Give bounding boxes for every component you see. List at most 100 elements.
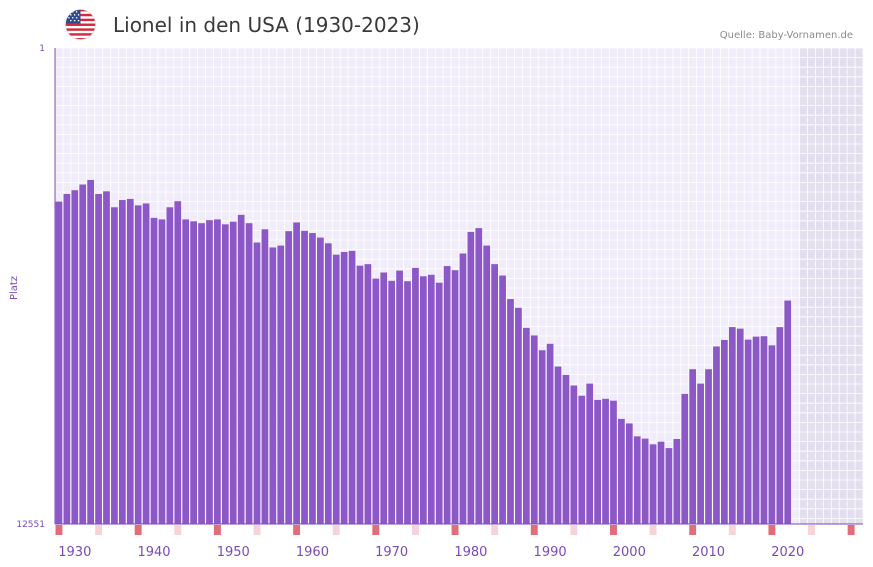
bar-1967 [364,264,372,524]
bar-1960 [309,233,316,524]
bar-2017 [760,336,768,524]
bar-1937 [126,198,134,524]
bar-1995 [586,383,594,524]
decade-marker [689,525,697,535]
bar-1953 [253,242,261,524]
bar-1932 [87,179,95,524]
bar-1959 [301,230,308,524]
bar-1940 [150,217,158,524]
bar-1957 [285,231,293,524]
bar-1987 [522,327,530,524]
bar-1996 [594,399,601,524]
bar-1946 [198,223,205,525]
bar-1928 [55,201,63,524]
decade-marker [847,525,855,535]
bar-2012 [721,340,728,524]
bar-1955 [269,247,277,525]
bar-1990 [546,343,554,524]
bar-2006 [673,439,681,524]
bar-1974 [419,276,427,524]
bar-1950 [229,221,237,524]
decade-marker [451,525,459,535]
source-credit: Quelle: Baby-Vornamen.de [719,30,853,41]
bar-1934 [103,191,110,524]
bar-1966 [356,265,364,524]
bar-1992 [562,374,570,524]
bar-1981 [475,228,483,524]
bar-1942 [166,207,174,525]
x-tick-label: 1970 [375,545,408,560]
y-axis-title: Platz [9,276,20,300]
bar-1931 [79,184,87,524]
bar-2009 [697,383,704,524]
bar-1963 [332,254,340,524]
minor-marker [808,525,815,535]
decade-marker [293,525,301,535]
x-tick-label: 2010 [692,545,725,560]
bar-1941 [158,219,166,524]
bar-1979 [459,253,467,524]
minor-marker [253,525,261,535]
bar-1999 [618,418,625,524]
us-flag-icon [65,9,96,40]
x-tick-label: 1990 [534,545,567,560]
bar-1994 [578,395,586,524]
minor-marker [411,525,419,535]
bar-1947 [206,220,213,524]
bar-1988 [530,335,538,524]
bar-1962 [324,243,332,524]
bar-2008 [689,369,697,524]
bar-1980 [467,231,475,525]
bar-1964 [340,252,348,525]
bar-1972 [404,281,411,524]
bar-1933 [95,193,102,525]
bar-1961 [317,237,324,524]
decade-marker [55,525,63,535]
bar-1997 [602,398,609,524]
bar-2010 [705,369,712,524]
bar-1973 [412,267,419,524]
bar-1956 [277,245,285,524]
bar-1971 [396,270,403,524]
bar-1929 [63,193,71,525]
chart-title: Lionel in den USA (1930-2023) [113,13,420,37]
bar-1951 [237,214,245,524]
x-tick-label: 1980 [454,545,487,560]
x-tick-label: 1940 [137,545,170,560]
bar-2011 [713,346,720,524]
x-tick-label: 2020 [771,545,804,560]
bar-1989 [538,350,546,524]
bar-2020 [784,300,792,524]
bar-1952 [245,223,253,525]
y-tick-label-top: 1 [39,44,45,54]
bar-1944 [182,219,190,524]
bar-1985 [507,299,514,524]
bar-1939 [142,203,150,524]
bar-1968 [372,278,380,524]
minor-marker [728,525,736,535]
bar-1982 [483,245,491,524]
bar-1984 [499,275,506,524]
minor-marker [649,525,657,535]
bar-2014 [736,328,744,524]
bar-1983 [491,264,499,524]
bar-2000 [625,423,633,524]
bar-1998 [610,400,617,524]
x-tick-label: 1930 [58,545,91,560]
bar-1954 [261,229,269,524]
bar-2003 [649,444,657,524]
bar-1993 [570,385,578,524]
decade-marker [768,525,776,535]
y-tick-label-bottom: 12551 [16,520,45,530]
bar-1991 [554,366,562,524]
decade-marker [610,525,617,535]
bar-1945 [190,221,197,524]
bar-2013 [728,327,736,524]
bar-2002 [641,438,649,524]
bar-1943 [174,201,182,524]
bar-2004 [657,441,665,524]
bar-1930 [71,190,79,524]
bar-1975 [427,274,435,524]
bar-2015 [744,339,752,524]
bar-2018 [768,345,776,524]
